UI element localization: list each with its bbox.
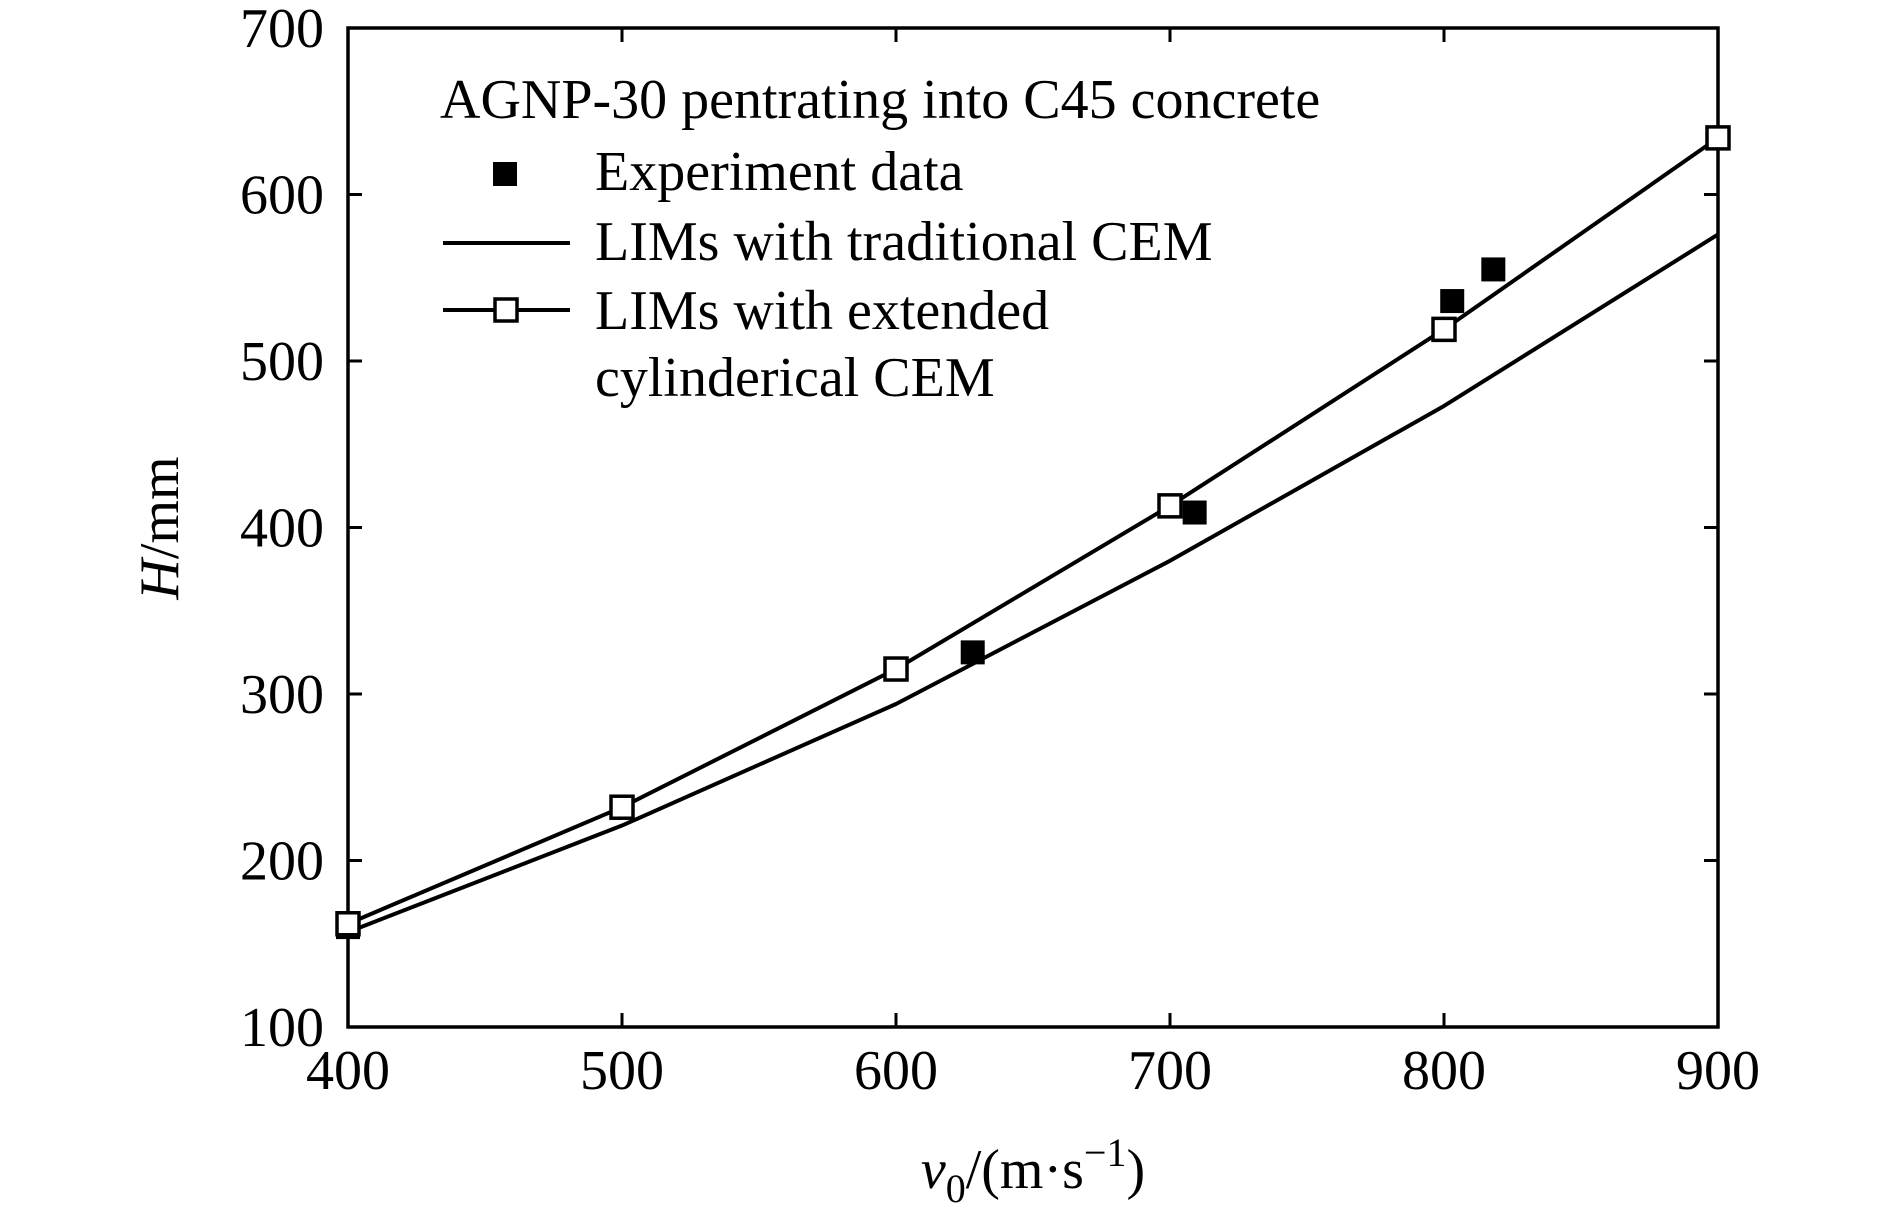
x-tick-label: 500 (580, 1040, 664, 1102)
legend-marker-filled-square (493, 162, 517, 186)
axis-ticks (346, 26, 1720, 1029)
y-axis-label-rest: /mm (129, 456, 191, 559)
legend: AGNP-30 pentrating into C45 concrete Exp… (440, 69, 1320, 409)
y-tick-label: 600 (240, 165, 324, 227)
y-tick-label: 200 (240, 831, 324, 893)
series-line (347, 136, 1720, 926)
x-axis-label-sup: −1 (1084, 1130, 1127, 1175)
x-tick-labels: 400 500 600 700 800 900 (306, 1040, 1760, 1102)
legend-label-traditional: LIMs with traditional CEM (595, 211, 1213, 273)
y-tick-label: 400 (240, 498, 324, 560)
x-tick-label: 900 (1676, 1040, 1760, 1102)
y-tick-label: 700 (240, 0, 324, 60)
y-tick-label: 300 (240, 664, 324, 726)
series-2 (335, 125, 1731, 937)
legend-item-traditional: LIMs with traditional CEM (443, 211, 1213, 273)
x-tick-label: 800 (1402, 1040, 1486, 1102)
y-tick-labels: 100 200 300 400 500 600 700 (240, 0, 324, 1059)
y-axis-label: H/mm (129, 456, 191, 600)
data-point-open-square (1431, 316, 1457, 343)
series-line (347, 232, 1720, 934)
series-1 (347, 232, 1720, 934)
y-tick-label: 500 (240, 331, 324, 393)
data-point-filled-square (1182, 500, 1207, 525)
data-point-open-square (1157, 493, 1183, 519)
legend-label-extended-line1: LIMs with extended (595, 280, 1049, 342)
plot-frame (346, 26, 1720, 1029)
x-axis-label-sub: 0 (946, 1166, 966, 1211)
legend-item-extended: LIMs with extended cylinderical CEM (443, 280, 1049, 409)
x-tick-label: 600 (854, 1040, 938, 1102)
x-tick-label: 400 (306, 1040, 390, 1102)
y-tick-label: 100 (240, 997, 324, 1059)
legend-marker-open-square (493, 297, 519, 323)
legend-item-experiment: Experiment data (493, 141, 964, 203)
legend-label-experiment: Experiment data (595, 141, 964, 203)
x-axis-label-close: ) (1126, 1139, 1145, 1201)
x-axis-label-rest: /(m·s (966, 1139, 1084, 1201)
legend-title: AGNP-30 pentrating into C45 concrete (440, 69, 1320, 131)
x-tick-label: 700 (1128, 1040, 1212, 1102)
data-point-open-square (609, 794, 635, 820)
data-point-filled-square (1481, 257, 1506, 282)
legend-label-extended-line2: cylinderical CEM (595, 347, 995, 409)
data-point-open-square (335, 911, 361, 937)
data-point-filled-square (1440, 289, 1465, 314)
data-point-open-square (883, 656, 909, 682)
x-axis-label-var: v (921, 1139, 946, 1201)
y-axis-label-var: H (129, 557, 191, 601)
x-axis-label: v0/(m·s−1) (921, 1130, 1145, 1211)
data-point-open-square (1705, 125, 1731, 151)
series-layer (335, 125, 1731, 940)
